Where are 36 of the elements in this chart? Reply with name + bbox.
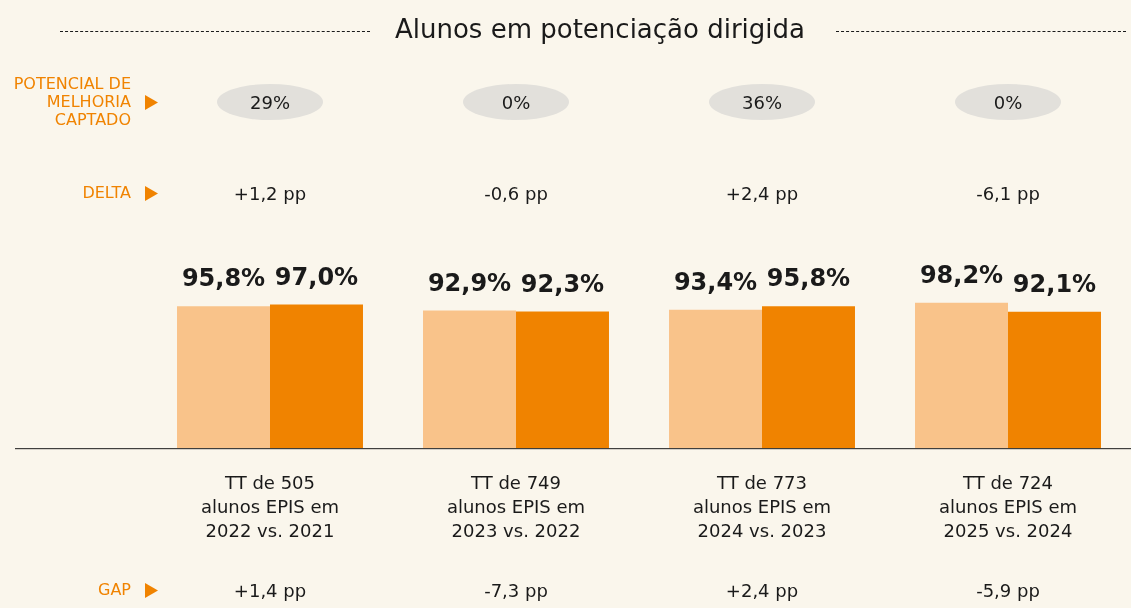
data-label: 98,2%	[919, 260, 1004, 289]
text: POTENCIAL DE MELHORIA CAPTADO	[12, 74, 131, 129]
bar	[1008, 311, 1101, 449]
bar	[516, 311, 609, 449]
text: 36%	[709, 84, 815, 120]
x-tick-label: TT de 773 alunos EPIS em 2024 vs. 2023	[692, 471, 832, 541]
text: GAP	[98, 580, 131, 599]
text: -0,6 pp	[484, 182, 548, 204]
bar	[762, 306, 855, 449]
text: +1,4 pp	[233, 579, 307, 601]
text: -6,1 pp	[976, 182, 1040, 204]
x-tick-label: TT de 724 alunos EPIS em 2025 vs. 2024	[938, 471, 1078, 541]
text: +1,2 pp	[233, 182, 307, 204]
x-tick-label: TT de 749 alunos EPIS em 2023 vs. 2022	[446, 471, 586, 541]
text: 29%	[217, 84, 323, 120]
chart-title: Alunos em potenciação dirigida	[394, 14, 806, 44]
data-label: 95,8%	[766, 264, 851, 293]
text: 0%	[955, 84, 1061, 120]
text: +2,4 pp	[725, 182, 799, 204]
data-label: 92,1%	[1012, 269, 1097, 298]
bar	[915, 302, 1008, 449]
data-label: 93,4%	[673, 268, 758, 297]
text: -7,3 pp	[484, 579, 548, 601]
data-label: 97,0%	[274, 262, 359, 291]
text: DELTA	[82, 183, 131, 202]
bar	[177, 306, 270, 449]
bar	[423, 310, 516, 449]
data-label: 95,8%	[181, 264, 266, 293]
data-label: 92,9%	[427, 268, 512, 297]
data-label: 92,3%	[520, 269, 605, 298]
text: +2,4 pp	[725, 579, 799, 601]
x-tick-label: TT de 505 alunos EPIS em 2022 vs. 2021	[200, 471, 340, 541]
text: 0%	[463, 84, 569, 120]
bar	[270, 304, 363, 449]
bar	[669, 309, 762, 449]
text: -5,9 pp	[976, 579, 1040, 601]
